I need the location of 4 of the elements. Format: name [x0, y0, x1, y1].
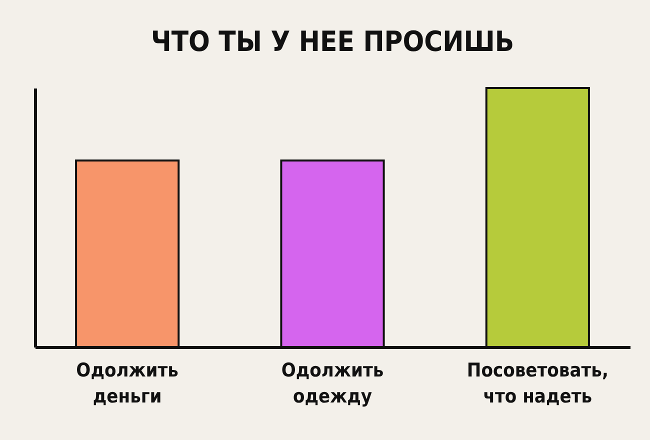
x-tick-label: Посоветовать, что надеть	[466, 360, 608, 408]
x-tick-label: Одолжить деньги	[76, 360, 179, 408]
chart-title: ЧТО ТЫ У НЕЕ ПРОСИШЬ	[150, 25, 514, 58]
x-tick-label: Одолжить одежду	[281, 360, 384, 408]
